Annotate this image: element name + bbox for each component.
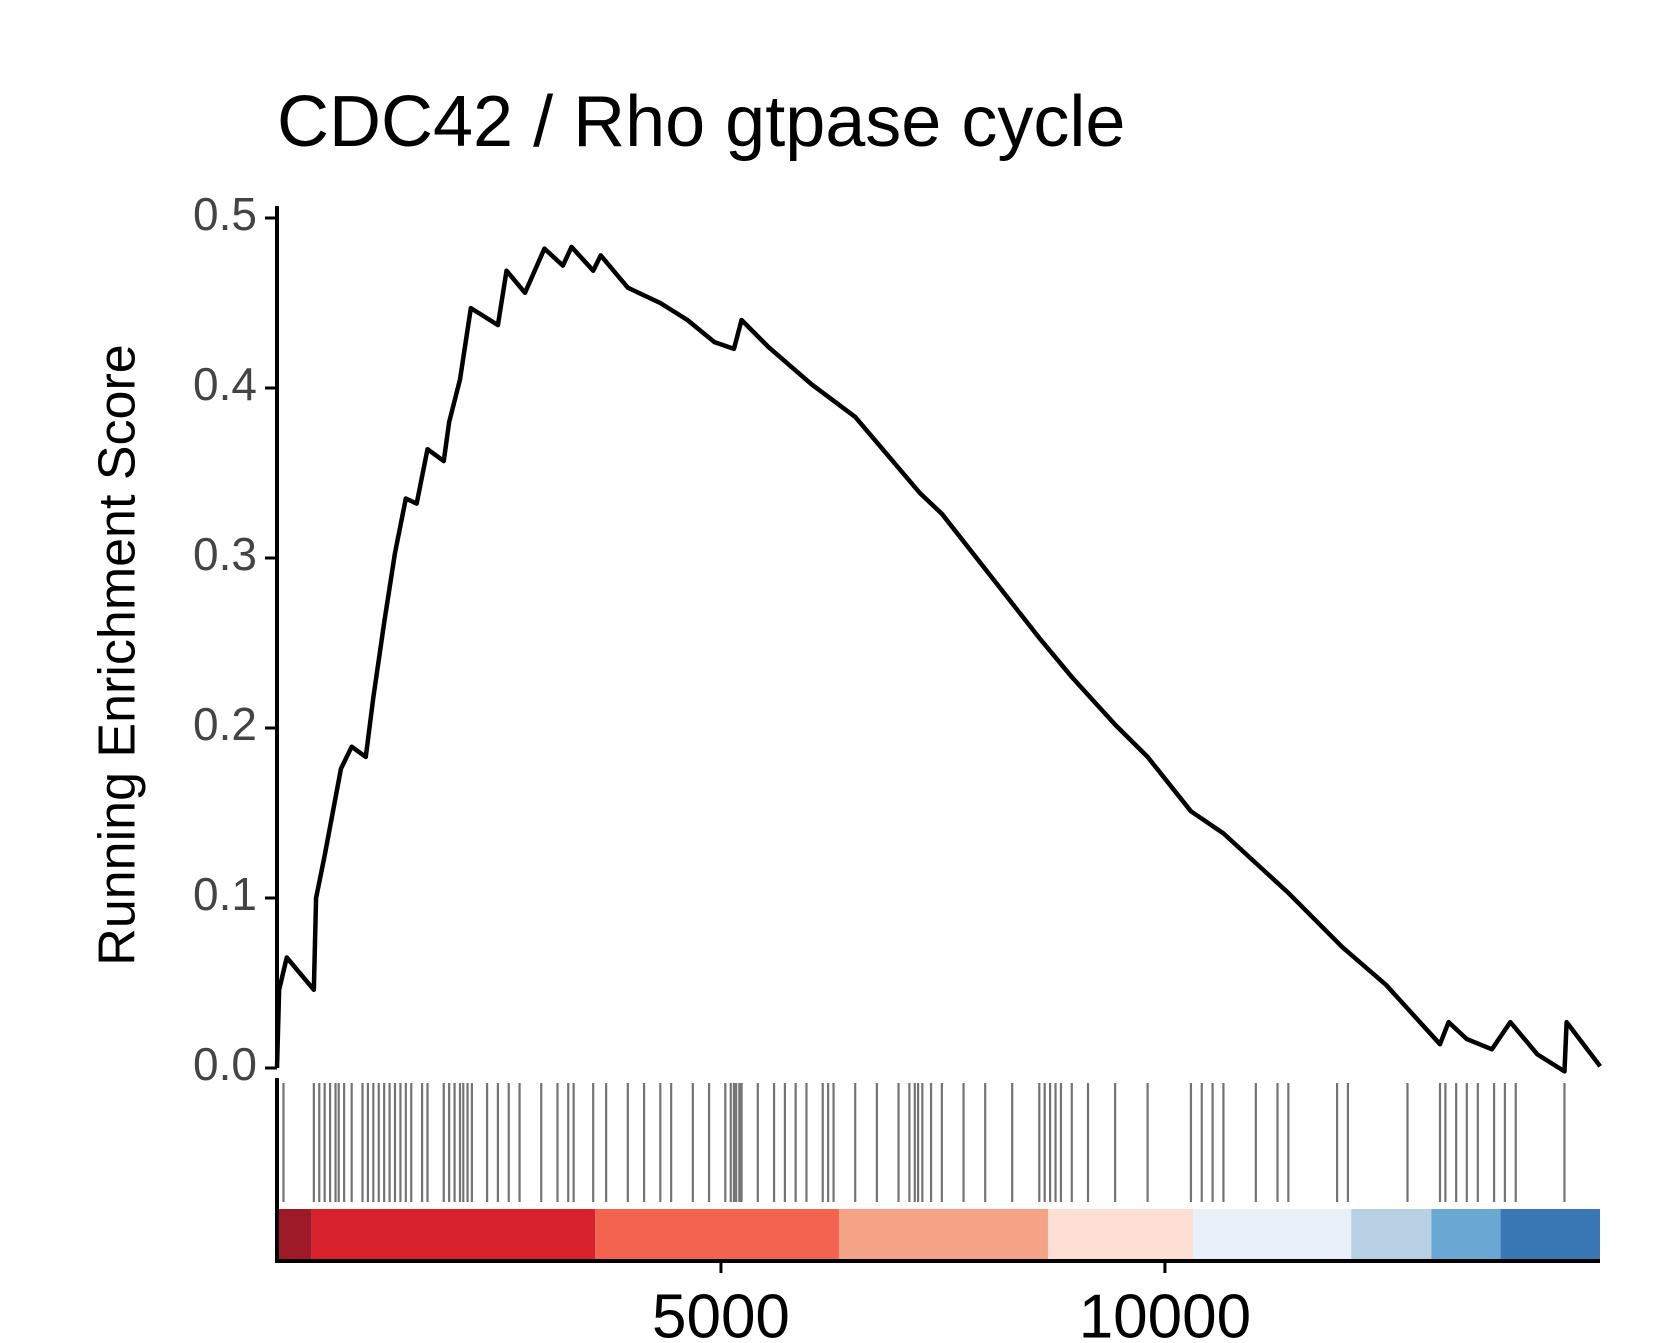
rank-band	[838, 1209, 1048, 1259]
rank-band	[1500, 1209, 1600, 1259]
x-tick-label: 5000	[652, 1282, 790, 1343]
es-line	[274, 244, 1602, 1074]
rank-band	[311, 1209, 596, 1259]
y-tick-label: 0.1	[193, 868, 257, 920]
rank-band	[595, 1209, 839, 1259]
y-tick-label: 0.5	[193, 188, 257, 240]
rank-band	[1193, 1209, 1352, 1259]
chart-title: CDC42 / Rho gtpase cycle	[277, 82, 1125, 162]
rank-band	[1047, 1209, 1194, 1259]
y-tick-label: 0.4	[193, 358, 257, 410]
y-tick-label: 0.0	[193, 1038, 257, 1090]
rank-band	[277, 1209, 312, 1259]
y-axis-title: Running Enrichment Score	[89, 344, 147, 965]
x-tick-label: 10000	[1079, 1282, 1251, 1343]
y-tick-label: 0.3	[193, 528, 257, 580]
rank-band	[1351, 1209, 1432, 1259]
rank-band	[1431, 1209, 1501, 1259]
y-tick-label: 0.2	[193, 698, 257, 750]
